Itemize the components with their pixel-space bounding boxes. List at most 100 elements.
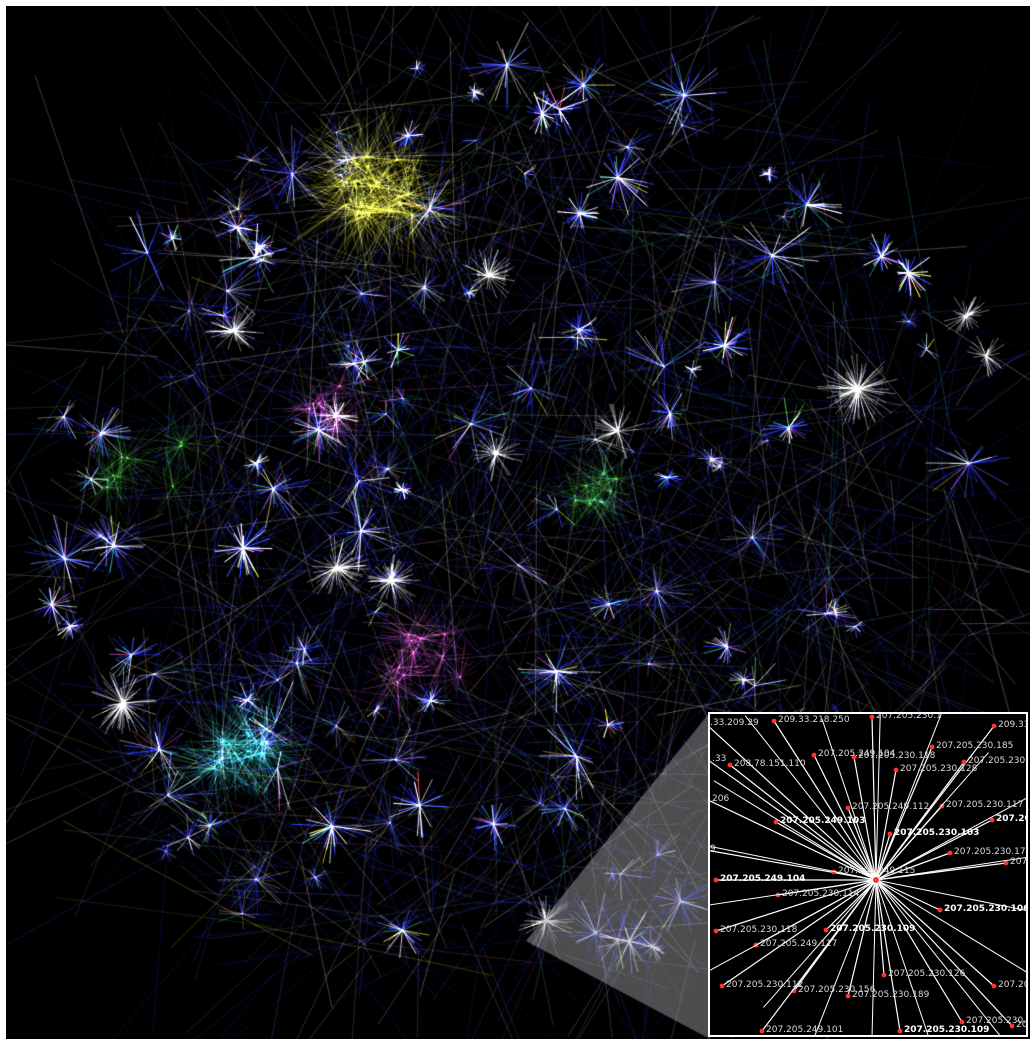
inset-node	[759, 1028, 765, 1034]
ip-label: 207.205.2	[996, 814, 1026, 824]
inset-node	[961, 759, 967, 765]
inset-node	[823, 927, 829, 933]
ip-label: 206	[712, 794, 730, 804]
ip-label: 207.205.249.117	[760, 939, 838, 949]
ip-label: 207.205.249.103	[780, 816, 866, 826]
inset-node	[929, 744, 935, 750]
inset-node	[727, 762, 733, 768]
inset-edge	[710, 760, 877, 881]
inset-edge	[875, 879, 1013, 1027]
inset-node	[713, 877, 719, 883]
inset-node	[713, 928, 719, 934]
inset-edge	[875, 714, 881, 881]
inset-hub-node	[872, 876, 880, 884]
inset-edge	[875, 797, 1026, 881]
ip-label: 207.205.230.118	[720, 925, 798, 935]
inset-edge	[721, 879, 877, 987]
ip-label: 207.205.249.112	[852, 802, 930, 812]
inset-edge	[713, 780, 877, 881]
inset-edge	[875, 879, 1026, 911]
inset-node	[991, 983, 997, 989]
inset-edge	[813, 754, 877, 881]
inset-node	[811, 752, 817, 758]
ip-label: 207.205.249.104	[818, 749, 896, 759]
inset-edge	[875, 879, 963, 1023]
inset-edge	[729, 764, 877, 881]
ip-label: 207.205.230.103	[894, 828, 980, 838]
ip-label: 207.205.230.189	[852, 990, 930, 1000]
inset-edge	[710, 879, 877, 971]
inset-edge	[875, 856, 1026, 881]
inset-edge	[847, 807, 877, 881]
inset-edge	[875, 746, 933, 881]
ip-label: .33.209.29	[710, 718, 759, 728]
inset-edge	[875, 879, 929, 1035]
inset-edge	[853, 756, 877, 881]
ip-label: 207.205.230.106	[944, 904, 1028, 914]
ip-label: 207.205.230.123	[968, 756, 1028, 766]
ip-label: 207.205.230.128	[900, 764, 978, 774]
inset-edge	[871, 879, 877, 1035]
ip-label: 9	[710, 844, 716, 854]
inset-node	[719, 983, 725, 989]
ip-label: 207.205.230.109	[904, 1025, 990, 1035]
inset-edge	[875, 879, 901, 1032]
inset-node	[773, 819, 779, 825]
ip-label: 207.205.230.174	[954, 847, 1028, 857]
inset-node	[881, 972, 887, 978]
inset-node	[893, 767, 899, 773]
inset-edge	[773, 720, 877, 881]
inset-edge	[847, 879, 877, 997]
inset-node	[991, 723, 997, 729]
inset-edge	[875, 852, 951, 881]
inset-node	[869, 714, 875, 720]
ip-label: 207.205.230.155	[966, 1016, 1027, 1026]
inset-node	[959, 1019, 965, 1025]
inset-node	[845, 993, 851, 999]
ip-label: 207.205.230.109	[830, 924, 916, 934]
zoom-inset: .33.209.29 209.33.218.250 207.205.230.1 209…	[708, 712, 1028, 1037]
ip-label: 207.205.230.126	[888, 969, 966, 979]
ip-label: 207.205.230.117	[946, 800, 1024, 810]
inset-node	[771, 718, 777, 724]
ip-label: 207.205.230.114	[782, 889, 860, 899]
ip-label: 207.205.249.115	[838, 866, 916, 876]
inset-edge	[875, 752, 989, 881]
ip-label: 209.33.209	[998, 720, 1026, 730]
inset-edge	[814, 879, 877, 1035]
inset-edge	[821, 718, 877, 881]
ip-label: 207.205.230.112	[726, 980, 804, 990]
inset-node	[887, 831, 893, 837]
inset-edge	[875, 879, 1001, 1035]
inset-edge	[875, 769, 897, 881]
inset-edge	[710, 800, 877, 881]
ip-label: 207.205.230.118	[858, 751, 936, 761]
ip-label: 209.33.218.250	[778, 715, 850, 725]
inset-edge	[871, 716, 877, 881]
ip-label: 207.205.230.185	[936, 741, 1014, 751]
ip-label: 207.205.230.156	[798, 985, 876, 995]
inset-edge	[875, 879, 995, 987]
inset-node	[937, 907, 943, 913]
ip-label: 207.2	[1010, 857, 1028, 867]
inset-edge	[710, 845, 877, 881]
ip-label: 207.205.2	[998, 980, 1026, 990]
network-graph	[6, 6, 1030, 1039]
inset-node	[947, 850, 953, 856]
ip-label: 207.205.230.1	[876, 712, 942, 721]
inset-edge	[875, 714, 942, 881]
ip-label: .33	[712, 754, 727, 764]
inset-edge	[763, 879, 877, 1008]
inset-edge	[875, 879, 1026, 973]
inset-node	[845, 805, 851, 811]
inset-edge	[825, 879, 877, 931]
inset-node	[989, 817, 995, 823]
inset-edge	[875, 833, 891, 881]
inset-edge	[875, 879, 941, 911]
inset-edges	[710, 714, 1026, 1035]
inset-edge	[744, 715, 877, 881]
ip-label: 207.205.249.104	[720, 874, 806, 884]
inset-edge	[875, 879, 885, 976]
ip-label: 207.2	[1016, 1020, 1028, 1030]
